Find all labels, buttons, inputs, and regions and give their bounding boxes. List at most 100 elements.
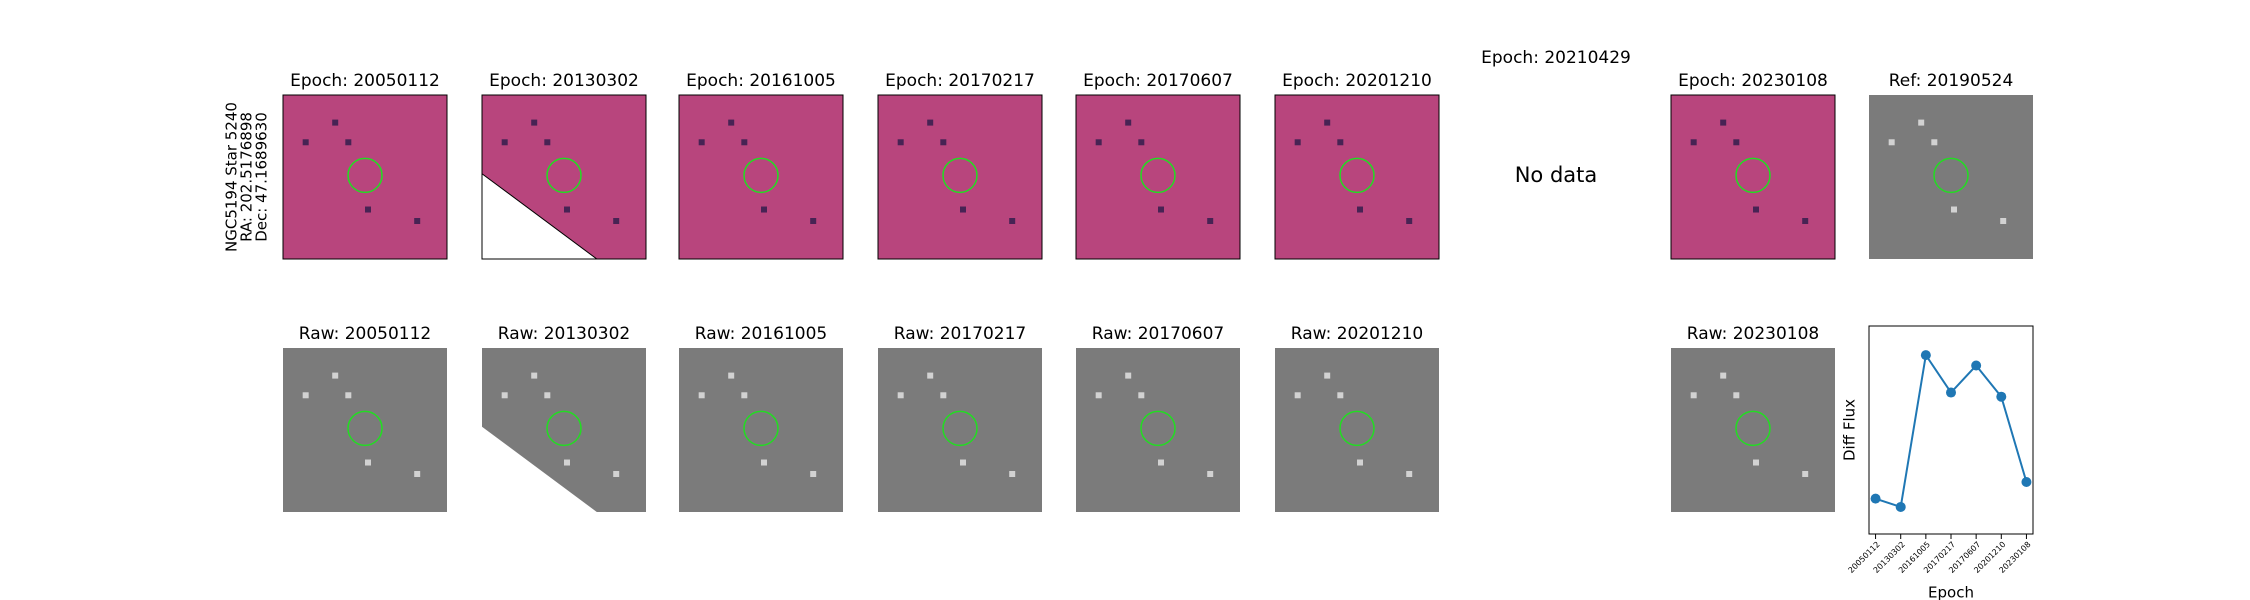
image-feature [544, 139, 551, 146]
aperture [1933, 157, 1969, 194]
image-panel [282, 94, 448, 260]
image-feature [1009, 218, 1016, 224]
panel-title: Ref: 20190524 [1889, 71, 2014, 91]
aperture [942, 157, 978, 194]
image-feature [741, 392, 748, 399]
aperture [942, 410, 978, 447]
image-feature [1158, 459, 1164, 466]
image-feature [1138, 139, 1145, 146]
image-feature [531, 372, 538, 379]
image-panel [1670, 94, 1836, 260]
image-feature [1158, 206, 1164, 213]
image-feature [897, 139, 904, 146]
image-feature [365, 206, 371, 213]
point [1996, 391, 2007, 402]
image-feature [1207, 471, 1214, 477]
masked-region [481, 172, 599, 260]
image-panel [1075, 94, 1241, 260]
aperture [1339, 410, 1375, 447]
image-feature [1406, 218, 1413, 224]
image-feature [810, 218, 817, 224]
image-panel [1274, 94, 1440, 260]
missing-title: Epoch: 20210429 [1481, 48, 1631, 68]
aperture [1735, 410, 1771, 447]
panel-title: Epoch: 20230108 [1678, 71, 1828, 91]
image-feature [2000, 218, 2007, 224]
panel-title: Epoch: 20130302 [489, 71, 639, 91]
image-feature [1931, 139, 1938, 146]
image-feature [728, 372, 735, 379]
panel-title: Raw: 20170607 [1092, 324, 1225, 344]
aperture [546, 410, 582, 447]
image-feature [501, 392, 508, 399]
image-feature [613, 218, 620, 224]
image-feature [1720, 372, 1727, 379]
panel-title: Epoch: 20161005 [686, 71, 836, 91]
panel-title: Raw: 20050112 [299, 324, 432, 344]
image-feature [1357, 206, 1363, 213]
line [1875, 352, 2028, 509]
image-feature [698, 392, 705, 399]
image-panel [678, 94, 844, 260]
image-feature [1733, 139, 1740, 146]
aperture [743, 157, 779, 194]
image-feature [761, 206, 767, 213]
image-feature [414, 471, 421, 477]
point [1920, 350, 1931, 361]
image-feature [1733, 392, 1740, 399]
image-panel [1275, 348, 1439, 512]
image-feature [940, 392, 947, 399]
panel-title: Epoch: 20170607 [1083, 71, 1233, 91]
aperture [743, 410, 779, 447]
panel-title: Epoch: 20170217 [885, 71, 1035, 91]
masked-region [482, 426, 597, 512]
aperture [347, 157, 383, 194]
image-feature [698, 139, 705, 146]
image-feature [1951, 206, 1957, 213]
image-feature [761, 459, 767, 466]
image-feature [1125, 372, 1132, 379]
image-feature [1406, 471, 1413, 477]
y-axis-label: Diff Flux [1841, 399, 1859, 461]
missing-note: No data [1515, 163, 1598, 187]
star-label: RA: 202.5176898 [238, 112, 256, 242]
panel-title: Epoch: 20201210 [1282, 71, 1432, 91]
panel-title: Raw: 20130302 [498, 324, 631, 344]
image-feature [741, 139, 748, 146]
image-panel [878, 348, 1042, 512]
image-feature [1324, 372, 1331, 379]
image-feature [1095, 392, 1102, 399]
image-feature [960, 459, 966, 466]
image-feature [1690, 139, 1697, 146]
image-feature [960, 206, 966, 213]
aperture [546, 157, 582, 194]
image-feature [345, 139, 352, 146]
image-feature [365, 459, 371, 466]
image-feature [1357, 459, 1363, 466]
image-feature [897, 392, 904, 399]
image-feature [1138, 392, 1145, 399]
point [1895, 501, 1906, 512]
image-feature [1337, 392, 1344, 399]
x-axis-label: Epoch [1928, 584, 1974, 600]
star-label: NGC5194 Star 5240 [223, 102, 241, 252]
image-feature [927, 372, 934, 379]
image-feature [302, 392, 309, 399]
aperture [1140, 157, 1176, 194]
image-feature [810, 471, 817, 477]
image-feature [1009, 471, 1016, 477]
aperture [1339, 157, 1375, 194]
point [2021, 477, 2032, 487]
image-feature [927, 119, 934, 126]
image-feature [1888, 139, 1895, 146]
aperture [1735, 157, 1771, 194]
image-feature [531, 119, 538, 126]
image-feature [302, 139, 309, 146]
image-panel [1869, 95, 2033, 259]
panel-title: Raw: 20201210 [1291, 324, 1424, 344]
image-feature [613, 471, 620, 477]
image-feature [1207, 218, 1214, 224]
aperture [1140, 410, 1176, 447]
panel-title: Raw: 20170217 [894, 324, 1027, 344]
image-feature [1918, 119, 1925, 126]
